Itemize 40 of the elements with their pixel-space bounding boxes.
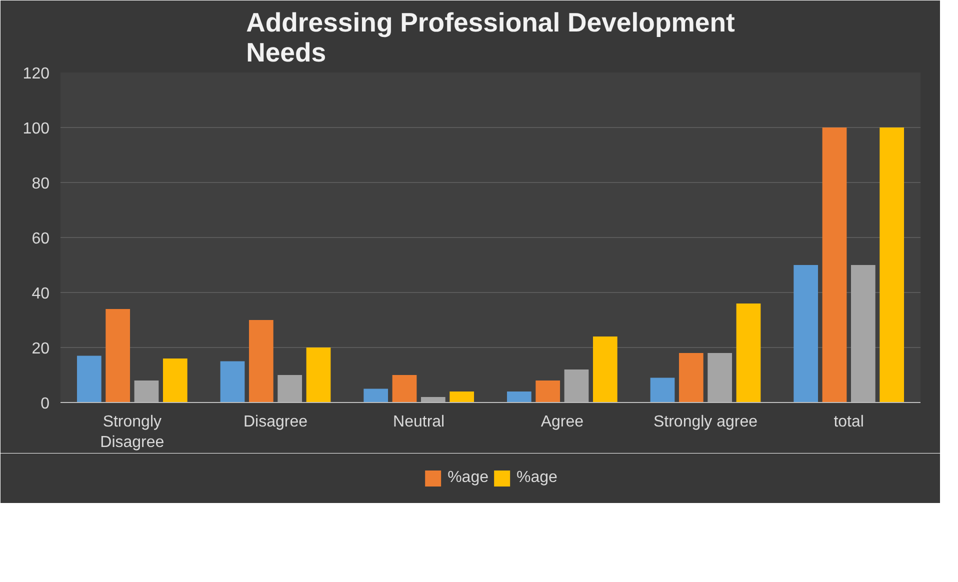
bar bbox=[450, 392, 474, 402]
bar bbox=[850, 265, 876, 402]
bar bbox=[678, 353, 704, 402]
legend-label: %age bbox=[516, 469, 558, 487]
y-tick-label: 20 bbox=[32, 340, 50, 358]
bar bbox=[650, 378, 675, 402]
bar bbox=[536, 380, 560, 402]
legend-label: %age bbox=[448, 469, 488, 487]
bar bbox=[306, 348, 331, 402]
x-tick-label: Strongly Disagree bbox=[100, 414, 164, 451]
y-tick-label: 100 bbox=[22, 120, 50, 138]
y-tick-label: 40 bbox=[32, 286, 50, 302]
x-tick-label: Neutral bbox=[393, 414, 445, 430]
bar bbox=[420, 397, 446, 402]
bar bbox=[392, 375, 417, 402]
bar bbox=[220, 361, 245, 402]
x-tick-label: Agree bbox=[540, 414, 584, 430]
x-tick-label: total bbox=[834, 414, 864, 430]
bar bbox=[506, 392, 532, 402]
bar bbox=[880, 128, 904, 402]
x-tick-label: Disagree bbox=[243, 414, 308, 430]
bar bbox=[76, 356, 102, 402]
bar bbox=[278, 375, 302, 402]
bar bbox=[248, 320, 274, 402]
bar bbox=[106, 309, 130, 402]
bar bbox=[736, 304, 761, 402]
x-tick-label: Strongly agree bbox=[653, 414, 758, 430]
y-tick-label: 120 bbox=[22, 66, 50, 82]
bar bbox=[822, 128, 847, 402]
bar bbox=[592, 336, 618, 402]
y-tick-label: 80 bbox=[32, 176, 50, 192]
bar bbox=[364, 388, 388, 402]
chart-title: Addressing Professional Development Needs bbox=[246, 8, 736, 68]
y-tick-label: 0 bbox=[40, 396, 50, 412]
bar bbox=[564, 370, 589, 402]
bar bbox=[162, 358, 188, 402]
bar bbox=[134, 380, 159, 402]
y-tick-label: 60 bbox=[32, 230, 50, 248]
bar bbox=[708, 353, 732, 402]
bar bbox=[794, 265, 818, 402]
